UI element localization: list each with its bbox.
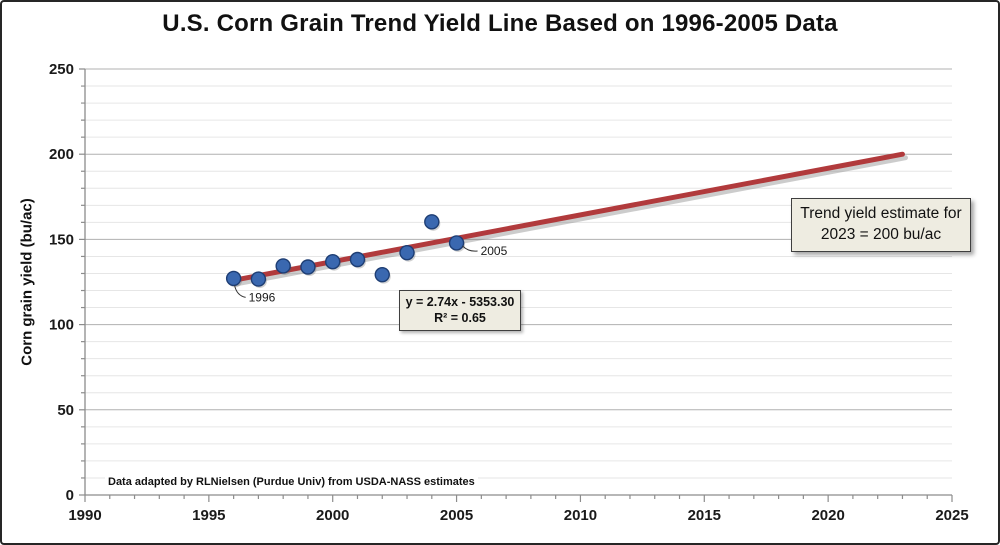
data-point [325, 254, 341, 270]
x-tick-label: 1990 [68, 507, 101, 524]
trend-line [231, 151, 905, 283]
y-tick-label: 50 [57, 402, 74, 419]
trend-estimate-line1: Trend yield estimate for [800, 205, 962, 222]
y-tick-label: 100 [49, 317, 74, 334]
x-tick-label: 2005 [440, 507, 473, 524]
x-tick-label: 1995 [192, 507, 225, 524]
equation-line2: R² = 0.65 [434, 311, 486, 326]
data-point [448, 235, 465, 251]
x-tick-label: 2010 [564, 507, 597, 524]
chart-title: U.S. Corn Grain Trend Yield Line Based o… [162, 10, 838, 37]
data-point [424, 214, 440, 230]
y-tick-label: 200 [49, 146, 74, 163]
data-point [374, 266, 390, 283]
x-tick-label: 2000 [316, 507, 349, 524]
x-tick-label: 2015 [688, 507, 721, 524]
data-point [225, 270, 242, 287]
trend-estimate-box: Trend yield estimate for 2023 = 200 bu/a… [791, 198, 971, 252]
data-point [250, 271, 267, 287]
footer-note: Data adapted by RLNielsen (Purdue Univ) … [105, 476, 478, 488]
leader-line-last [462, 245, 478, 252]
y-tick-label: 150 [49, 231, 74, 248]
leader-line-first [234, 285, 246, 298]
data-point [300, 259, 316, 275]
trend-estimate-line2: 2023 = 200 bu/ac [820, 225, 942, 243]
x-tick-label: 2020 [811, 507, 844, 524]
data-point [399, 244, 415, 261]
point-label-first: 1996 [249, 290, 276, 304]
equation-box: y = 2.74x - 5353.30 R² = 0.65 [399, 290, 521, 331]
y-tick-label: 250 [49, 61, 74, 78]
trend-line-shadow [234, 155, 908, 287]
data-point [349, 251, 366, 268]
data-point [275, 258, 291, 274]
y-tick-label: 0 [66, 487, 74, 504]
x-tick-label: 2025 [935, 507, 968, 524]
point-label-last: 2005 [481, 244, 508, 258]
equation-line1: y = 2.74x - 5353.30 [405, 295, 515, 309]
